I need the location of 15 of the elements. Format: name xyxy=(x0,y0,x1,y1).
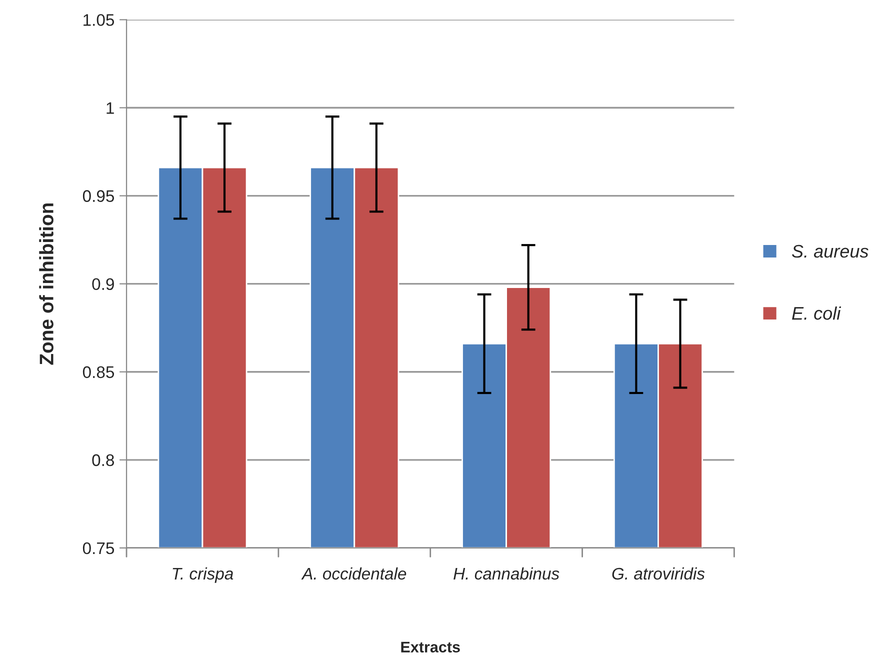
y-axis-title: Zone of inhibition xyxy=(39,203,54,365)
legend-label: E. coli xyxy=(792,306,842,320)
x-tick-label: T. crispa xyxy=(172,567,234,583)
y-tick-label: 0.9 xyxy=(92,278,114,290)
legend-label: S. aureus xyxy=(792,244,868,258)
x-tick-label: A. occidentale xyxy=(301,567,406,580)
x-tick-label: H. cannabinus xyxy=(454,567,560,580)
y-tick-label: 0.85 xyxy=(82,366,114,378)
y-tick-label: 1.05 xyxy=(84,14,114,26)
y-tick-label: 0.75 xyxy=(82,542,114,554)
y-tick-label: 0.8 xyxy=(92,454,114,466)
y-tick-label: 0.95 xyxy=(82,190,114,202)
x-tick-label: G. atroviridis xyxy=(612,567,705,580)
y-tick-label: 1 xyxy=(106,102,114,114)
x-axis-title: Extracts xyxy=(401,642,460,652)
